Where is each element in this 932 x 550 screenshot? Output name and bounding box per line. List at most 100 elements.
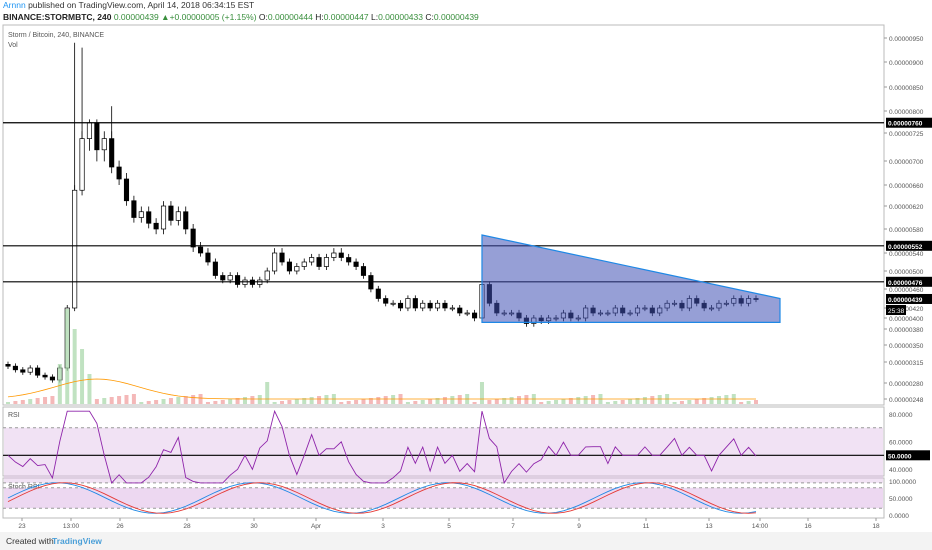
volume-bar — [361, 399, 366, 404]
tradingview-logo[interactable]: TradingView — [52, 536, 102, 546]
rsi-50-label: 50.0000 — [888, 453, 912, 460]
candle-body — [160, 205, 167, 230]
volume-bar — [739, 402, 744, 404]
candle-body — [35, 367, 41, 376]
candle-body — [101, 138, 107, 151]
candle-body — [279, 252, 285, 263]
volume-bar — [583, 396, 588, 404]
volume-bar — [339, 402, 344, 404]
time-tick-label: 5 — [447, 523, 451, 530]
volume-bar — [457, 395, 462, 404]
volume-bar — [309, 397, 314, 404]
candle-body — [294, 266, 300, 272]
last-price-label: 0.00000439 — [888, 297, 923, 304]
volume-bar — [250, 396, 255, 404]
volume-bar — [346, 401, 351, 404]
volume-bar — [287, 400, 292, 404]
candle-body — [146, 211, 152, 224]
footer: Created with TradingView — [0, 532, 932, 550]
time-tick-label: 30 — [250, 523, 258, 530]
candle-body — [309, 257, 315, 263]
candle-body — [397, 302, 404, 309]
stoch-k-line — [7, 482, 757, 514]
volume-bar — [524, 395, 529, 404]
volume-bar — [517, 396, 522, 404]
volume-bar — [146, 401, 151, 404]
volume-bar — [442, 397, 447, 404]
volume-bar — [554, 400, 559, 404]
volume-bar — [620, 400, 625, 404]
volume-bar — [72, 329, 77, 404]
time-tick-label: 13:00 — [63, 523, 80, 530]
publish-line: Arnnn published on TradingView.com, Apri… — [3, 0, 254, 11]
candle-body — [412, 298, 418, 309]
created-with-text: Created with — [6, 536, 54, 546]
stoch-tick-label: 0.0000 — [889, 513, 909, 520]
candle-body — [198, 246, 204, 254]
candle-body — [227, 275, 233, 281]
rsi-line — [7, 409, 757, 485]
stoch-d-line — [7, 482, 757, 514]
volume-bar — [650, 396, 655, 404]
stoch-tick-label: 50.0000 — [889, 496, 913, 503]
volume-bar — [576, 397, 581, 404]
candle-body — [175, 211, 181, 221]
volume-bar — [724, 395, 729, 404]
candle-body — [323, 257, 330, 267]
time-tick-label: 23 — [18, 523, 26, 530]
volume-bar — [420, 400, 425, 404]
volume-bar — [450, 396, 455, 404]
time-tick-label: 7 — [511, 523, 515, 530]
candle-body — [20, 369, 26, 373]
candle-body — [42, 374, 48, 378]
volume-bar — [124, 395, 129, 404]
volume-bar — [198, 394, 203, 404]
close-value: 0.00000439 — [433, 12, 479, 22]
price-tick-label: 0.00000900 — [889, 60, 924, 67]
volume-bar — [205, 402, 210, 404]
candle-body — [153, 222, 159, 230]
volume-bar — [102, 398, 107, 404]
time-tick-label: 16 — [804, 523, 812, 530]
volume-bar — [168, 398, 173, 404]
volume-bar — [472, 402, 477, 404]
volume-bar — [435, 398, 440, 404]
candle-body — [86, 122, 93, 139]
candle-body — [190, 228, 196, 248]
candle-body — [464, 312, 470, 315]
price-tick-label: 0.00000660 — [889, 183, 924, 190]
candle-body — [12, 365, 18, 371]
author-link[interactable]: Arnnn — [3, 0, 26, 10]
volume-bar — [494, 399, 499, 404]
volume-bar — [43, 397, 48, 404]
volume-bar — [117, 396, 122, 404]
volume-bar — [324, 395, 329, 404]
volume-bar — [280, 401, 285, 404]
volume-bar — [80, 349, 85, 404]
time-tick-label: 28 — [183, 523, 191, 530]
candle-body — [183, 211, 189, 230]
rsi-tick-label: 80.0000 — [889, 412, 913, 419]
time-tick-label: 14:00 — [752, 523, 769, 530]
volume-bar — [591, 395, 596, 404]
time-tick-label: 13 — [705, 523, 713, 530]
volume-bar — [242, 397, 247, 404]
rsi-tick-label: 60.0000 — [889, 440, 913, 447]
price-tick-label: 0.00000350 — [889, 343, 924, 350]
rsi-tick-label: 40.0000 — [889, 467, 913, 474]
price-tick-label: 0.00000800 — [889, 109, 924, 116]
price-tick-label: 0.00000280 — [889, 381, 924, 388]
countdown-label: 25:38 — [888, 308, 905, 315]
candle-body — [138, 211, 144, 218]
candle-body — [331, 252, 337, 258]
candle-body — [212, 261, 218, 276]
volume-bar — [317, 396, 322, 404]
level-label-box — [886, 117, 932, 128]
volume-bar — [139, 402, 144, 404]
candle-body — [390, 302, 396, 305]
volume-bar — [539, 402, 544, 404]
volume-bar — [754, 400, 758, 404]
candle-body — [360, 266, 367, 276]
volume-bar — [109, 397, 114, 404]
candle-body — [79, 138, 85, 191]
